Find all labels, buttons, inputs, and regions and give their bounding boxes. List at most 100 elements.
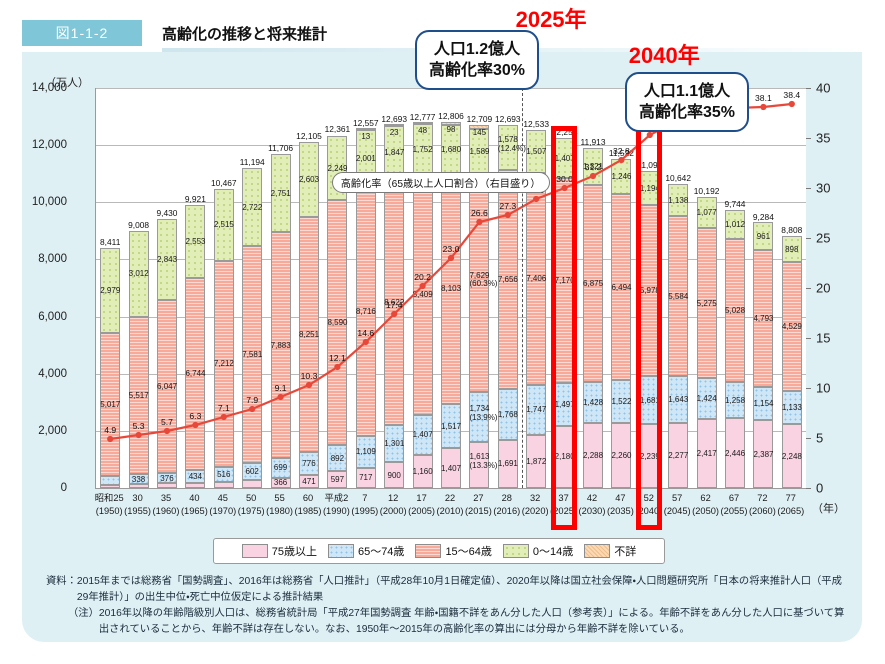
segment-value-label: 1,407	[554, 153, 575, 163]
left-axis-tick: 8,000	[38, 253, 67, 266]
x-year-label: (2055)	[720, 505, 748, 516]
bar-segment	[355, 186, 376, 436]
bar-segment	[526, 173, 547, 385]
bar-segment	[213, 481, 234, 488]
segment-value-label: 1,154	[753, 398, 774, 408]
x-era-label: 42	[586, 493, 598, 503]
bar-segment	[781, 391, 802, 424]
bar-total-label: 12,777	[409, 111, 436, 122]
x-year-label: (1970)	[209, 505, 237, 516]
segment-value-label: 1,752	[412, 144, 433, 154]
bar-segment	[753, 419, 774, 488]
annotation-bubble-2025: 人口1.2億人 高齢化率30%	[415, 30, 540, 91]
aging-rate-value: 9.1	[274, 383, 287, 393]
x-axis-tick: 42 (2030)	[572, 492, 612, 517]
bar-segment	[526, 384, 547, 435]
right-axis-tick-mark	[806, 238, 811, 239]
bar-segment	[100, 484, 121, 488]
bar-total-label: 12,806	[438, 111, 464, 122]
segment-value-label: 892	[330, 453, 345, 463]
x-era-label: 22	[444, 493, 456, 503]
segment-value-label: 1,424	[696, 394, 717, 404]
segment-value-label: 1,734 (13.9%)	[469, 404, 498, 422]
aging-rate-value: 7.9	[246, 395, 259, 405]
highlight-box-2040	[635, 126, 662, 530]
x-axis-tick: 62 (2050)	[685, 492, 725, 517]
note-source-key: 資料：	[46, 576, 77, 587]
bar-segment	[611, 423, 632, 488]
caption-2025: 2025年	[515, 7, 587, 32]
figure-number: 図1-1-2	[22, 20, 142, 46]
aging-rate-line	[107, 100, 795, 443]
x-era-label: 77	[785, 493, 796, 503]
bar-segment	[242, 246, 263, 463]
bar-total-label: 10,192	[693, 185, 720, 196]
x-era-label: 17	[416, 493, 427, 503]
bar-total-label: 12,693	[381, 114, 407, 125]
x-axis-tick: 35 (1960)	[146, 492, 186, 517]
x-axis-tick: 22 (2010)	[430, 492, 470, 517]
x-axis-tick: 55 (1980)	[259, 492, 299, 517]
x-year-label: (2060)	[748, 505, 776, 516]
bar-column: 471 776 8,251 2,603	[299, 142, 319, 488]
segment-value-label: 1,428	[583, 397, 604, 407]
bar-total-label: 11,913	[580, 136, 606, 147]
bar-segment	[100, 332, 121, 477]
right-axis-tick: 5	[816, 430, 824, 446]
x-year-label: (2000)	[379, 505, 407, 516]
segment-value-label: 2,249	[327, 163, 348, 173]
x-axis-tick: 27 (2015)	[458, 492, 498, 517]
x-axis-tick: 7 (1995)	[345, 492, 385, 517]
segment-value-label: 1,321	[583, 162, 604, 172]
aging-rate-value: 5.7	[161, 417, 173, 427]
aging-rate-value: 7.1	[217, 403, 230, 413]
bar-total-label: 9,284	[752, 211, 774, 222]
segment-value-label: 5,017	[100, 400, 121, 410]
bar-segment	[270, 477, 291, 488]
x-year-label: (2050)	[692, 505, 720, 516]
segment-value-label: 2,722	[242, 202, 263, 212]
x-era-label: 昭和25	[94, 493, 124, 503]
segment-value-label: 6,744	[185, 369, 206, 379]
legend-item: 不詳	[584, 543, 636, 559]
bar-segment	[696, 227, 717, 379]
bar-segment	[725, 209, 745, 239]
x-era-label: 45	[217, 493, 228, 503]
right-axis-tick-mark	[806, 288, 811, 289]
bar-segment	[299, 474, 319, 488]
projection-divider	[522, 88, 523, 488]
segment-value-label: 2,603	[299, 175, 320, 185]
bar-column: 2,446 1,258 5,028 1,012	[725, 209, 746, 488]
segment-value-label: 7,406	[526, 274, 547, 284]
bar-segment	[497, 170, 518, 390]
segment-value-label: 5,275	[696, 298, 717, 308]
segment-value-label: 1,012	[725, 219, 746, 229]
bar-total-label: 9,430	[156, 207, 178, 218]
x-year-label: (2040)	[635, 505, 663, 516]
bar-column: 597 892 8,590 2,249	[327, 135, 347, 488]
bar-column: 2,288 1,428 6,875 1,321	[583, 147, 604, 488]
x-year-label: (1975)	[237, 505, 265, 516]
aging-rate-callout: 高齢化率（65歳以上人口割合）（右目盛り）	[331, 172, 550, 194]
segment-value-label: 2,979	[100, 285, 121, 295]
left-axis-tick: 12,000	[31, 139, 67, 152]
bar-segment	[299, 216, 319, 453]
segment-value-label: 1,246	[611, 172, 632, 182]
bubble-2040-line2: 高齢化率35%	[639, 104, 736, 122]
x-axis-tick: 60 (1985)	[288, 492, 328, 517]
bar-column: 1,872 1,747 7,406 1,507	[526, 129, 547, 488]
x-era-label: 37	[558, 493, 569, 503]
bar-column: 1,691 1,768 7,656 1,578 (12.4%)	[497, 125, 526, 488]
x-year-label: (1985)	[294, 505, 322, 516]
bar-segment	[384, 462, 405, 488]
x-year-label: (1995)	[351, 505, 379, 516]
bar-segment	[100, 476, 121, 485]
right-axis-tick: 20	[816, 280, 831, 296]
right-axis-tick: 15	[816, 330, 831, 346]
bar-segment	[526, 434, 547, 488]
segment-value-label: 1,160	[412, 467, 433, 477]
unknown-value-label: 145	[472, 127, 487, 137]
bar-segment	[355, 127, 376, 130]
x-year-label: (1950)	[95, 505, 123, 516]
segment-value-label: 1,109	[355, 447, 376, 457]
